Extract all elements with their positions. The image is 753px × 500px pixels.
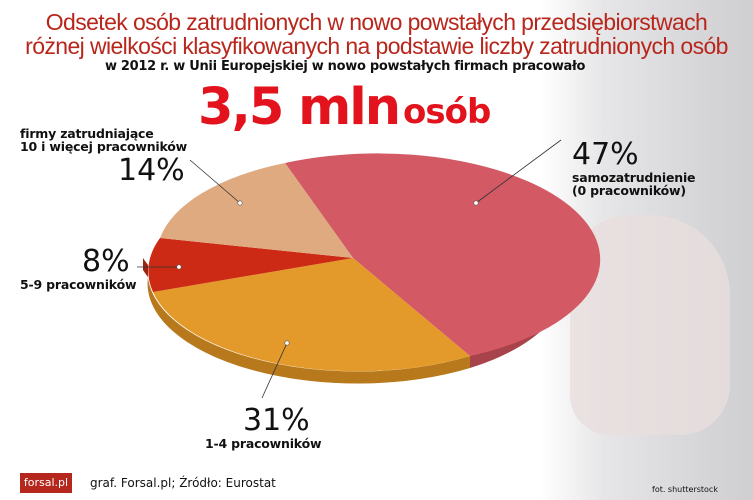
label-five-to-nine: 8% 5-9 pracowników <box>20 244 137 292</box>
chart-title-line1: Odsetek osób zatrudnionych w nowo powsta… <box>45 9 708 35</box>
label-ten-plus-line2: 10 i więcej pracowników <box>20 139 188 154</box>
label-one-to-four-pct: 31% <box>243 403 310 438</box>
slice-one-to-four <box>153 258 470 372</box>
label-ten-plus-line1: firmy zatrudniające <box>20 126 154 141</box>
highlight-value: 3,5 mln <box>198 78 401 137</box>
forsal-logo: forsal.pl <box>20 473 72 493</box>
label-ten-plus-pct: 14% <box>118 153 185 188</box>
label-one-to-four-line1: 1-4 pracowników <box>205 436 322 451</box>
pie-side-pink <box>470 257 566 368</box>
label-self-employed-pct: 47% <box>572 137 639 172</box>
label-self-employed: 47% samozatrudnienie (0 pracowników) <box>572 137 696 198</box>
label-one-to-four: 31% 1-4 pracowników <box>205 403 322 451</box>
pie-side-orange <box>147 265 470 384</box>
label-five-to-nine-line1: 5-9 pracowników <box>20 277 137 292</box>
chart-title-line2: różnej wielkości klasyfikowanych na pods… <box>25 33 728 59</box>
label-self-employed-line1: samozatrudnienie <box>572 170 696 185</box>
label-ten-plus: firmy zatrudniające 10 i więcej pracowni… <box>20 127 187 153</box>
label-five-to-nine-pct: 8% <box>82 244 130 279</box>
chart-subtitle: w 2012 r. w Unii Europejskiej w nowo pow… <box>105 59 586 74</box>
highlight-unit: osób <box>403 92 491 132</box>
slice-self-employed <box>285 153 601 356</box>
label-self-employed-line2: (0 pracowników) <box>572 183 686 198</box>
slice-five-to-nine <box>148 238 353 292</box>
photo-credit: fot. shutterstock <box>652 485 718 494</box>
slice-ten-plus <box>160 163 353 258</box>
pie-side-left <box>143 258 148 277</box>
source-note: graf. Forsal.pl; Źródło: Eurostat <box>90 476 276 490</box>
